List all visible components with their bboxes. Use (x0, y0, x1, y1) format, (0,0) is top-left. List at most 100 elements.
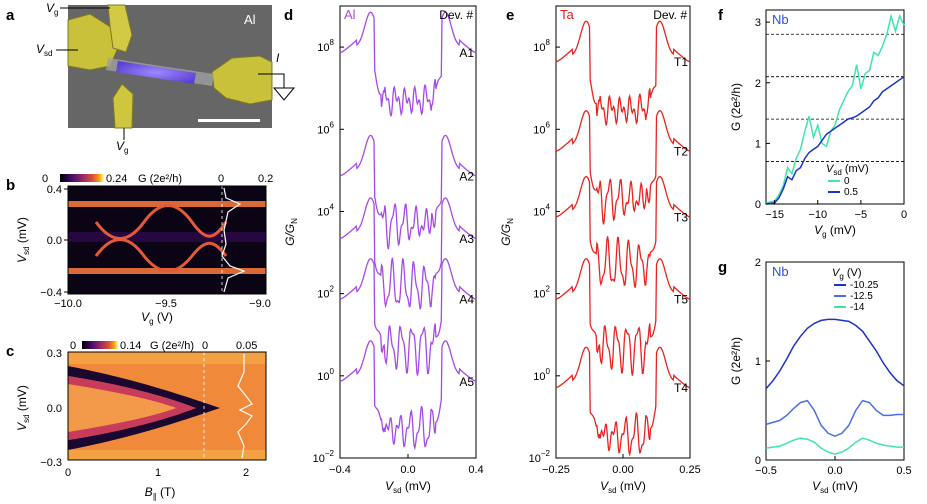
series-d-A2 (339, 134, 477, 250)
label-vsd: Vsd (36, 42, 52, 58)
plot-frame-e (555, 5, 691, 459)
xlabel-g: Vsd (mV) (812, 479, 858, 495)
panel-b-cbar-max: 0.24 (106, 173, 127, 185)
legend-label-f-0: 0 (844, 176, 850, 187)
legend-title-f-unit: (mV) (842, 163, 869, 175)
ylabel-d: G/GN (283, 218, 299, 246)
panel-b-cbar-unit: G (2e²/h) (138, 173, 182, 185)
ylabel-e: G/GN (499, 218, 515, 246)
ytick-exp-e-1: 6 (546, 120, 551, 129)
ytick-base-e-4: 10 (533, 371, 545, 383)
ytick-exp-e-2: 4 (546, 202, 551, 211)
contact-drain (211, 55, 273, 105)
xtick-label-f-1: −10 (808, 209, 827, 221)
xtick-label-e-2: 0.25 (679, 464, 700, 476)
material-label-d: Al (344, 7, 356, 22)
ytick-label-e-4: 100 (533, 367, 550, 383)
series-e-T2 (555, 110, 691, 225)
legend-label-g-1: -12.5 (850, 291, 873, 302)
ylabel-e-main: G/G (499, 224, 513, 246)
gate-top (107, 4, 133, 53)
panel-a-device-image: Al Vg Vsd Vg I (36, 1, 296, 155)
legend-label-g-0: -10.25 (850, 280, 879, 291)
legend-label-g-2: -14 (850, 302, 865, 313)
panel-b-abs-lower (94, 238, 228, 273)
material-label-e: Ta (560, 7, 575, 22)
panel-b-xtick-label-2: −9.0 (249, 298, 271, 310)
legend-title-g-unit: (V) (844, 267, 862, 279)
legend-title-d: Dev. # (439, 8, 473, 22)
series-label-d-A5: A5 (459, 375, 474, 389)
panel-c-linecut (237, 354, 253, 459)
ytick-exp-d-4: 0 (330, 367, 335, 376)
label-vg-bottom: Vg (116, 139, 128, 155)
legend-title-g-sub: g (839, 272, 843, 281)
ground-lead (258, 73, 285, 88)
ytick-exp-d-0: 8 (330, 38, 335, 47)
panel-c-ylabel: Vsd (mV) (15, 385, 31, 431)
panel-c-linecut-min: 0 (202, 340, 208, 352)
xtick-label-f-2: −5 (855, 209, 868, 221)
panel-letter-a: a (6, 7, 15, 24)
series-f-0.5 (765, 76, 905, 205)
panel-b-cbar-min: 0 (42, 173, 48, 185)
panel-b-ytick-label-2: −0.4 (40, 287, 62, 299)
ytick-base-e-0: 10 (533, 42, 545, 54)
xtick-label-e-0: −0.25 (542, 464, 570, 476)
chart-g: 2 1 0−0.5 0.0 0.5 Nb Vg (V)-10.25-12.5-14 Vsd (… (729, 257, 912, 495)
ytick-label-g-1: 1 (755, 356, 761, 368)
ytick-label-d-5: 10−2 (313, 449, 335, 465)
ytick-exp-d-5: −2 (325, 449, 335, 458)
xlabel-d-unit: (mV) (402, 479, 431, 493)
panel-c-core-region (68, 384, 176, 432)
ytick-base-d-0: 10 (317, 42, 329, 54)
ytick-label-d-3: 102 (317, 285, 334, 301)
panel-c-xtick-label-2: 2 (243, 467, 249, 479)
series-e-T4 (555, 346, 691, 457)
panel-letter-e: e (506, 7, 514, 24)
series-label-d-A4: A4 (459, 293, 474, 307)
panel-b-linecut-min: 0 (218, 173, 224, 185)
legend-title-e: Dev. # (653, 8, 687, 22)
ytick-base-e-1: 10 (533, 124, 545, 136)
series-d-A4 (339, 257, 477, 376)
ytick-label-e-0: 108 (533, 38, 550, 54)
ytick-label-f-1: 2 (755, 78, 761, 90)
ytick-label-d-2: 104 (317, 202, 334, 218)
ylabel-e-sub: N (506, 218, 515, 224)
ytick-exp-e-3: 2 (546, 285, 551, 294)
xlabel-g-main: V (812, 479, 821, 493)
panel-c-ytick-label-0: 0.3 (47, 348, 62, 360)
xlabel-d: Vsd (mV) (385, 479, 431, 495)
series-label-e-T5: T5 (674, 293, 688, 307)
panel-b-linecut (221, 187, 246, 293)
xlabel-f: Vg (mV) (814, 223, 856, 239)
ylabel-f: G (2e²/h) (729, 83, 743, 131)
ytick-base-e-5: 10 (529, 453, 541, 465)
series-label-d-A2: A2 (459, 169, 474, 183)
xtick-label-f-0: −15 (765, 209, 784, 221)
panel-b-ytick-label-1: 0.0 (47, 235, 62, 247)
ylabel-d-main: G/G (283, 224, 297, 246)
panel-letter-d: d (284, 7, 293, 24)
panel-c-bottom-edge (68, 450, 266, 460)
panel-b: 0 0.24 G (2e²/h) 0 0.2 0.4 0.0 −0.4 −10.… (15, 173, 273, 326)
panel-c-xlabel: B∥ (T) (145, 485, 176, 501)
ytick-label-g-0: 2 (755, 257, 761, 269)
legend-title-g: Vg (V) (832, 267, 862, 281)
xlabel-e-unit: (mV) (617, 479, 646, 493)
legend-title-f-main: V (826, 163, 835, 175)
plot-frame-f (765, 9, 905, 205)
panel-c-ytick-label-2: −0.3 (40, 457, 62, 469)
gate-bottom (112, 83, 134, 129)
series-g--14 (765, 437, 904, 455)
ylabel-d-sub: N (290, 218, 299, 224)
xtick-label-d-1: 0.0 (400, 464, 415, 476)
panel-b-xlabel: Vg (V) (141, 310, 173, 326)
series-g--12.5 (765, 399, 904, 438)
ytick-base-d-5: 10 (313, 453, 325, 465)
panel-c-linecut-max: 0.05 (236, 340, 257, 352)
ytick-exp-d-3: 2 (330, 285, 335, 294)
panel-b-ytick-label-0: 0.4 (47, 184, 62, 196)
